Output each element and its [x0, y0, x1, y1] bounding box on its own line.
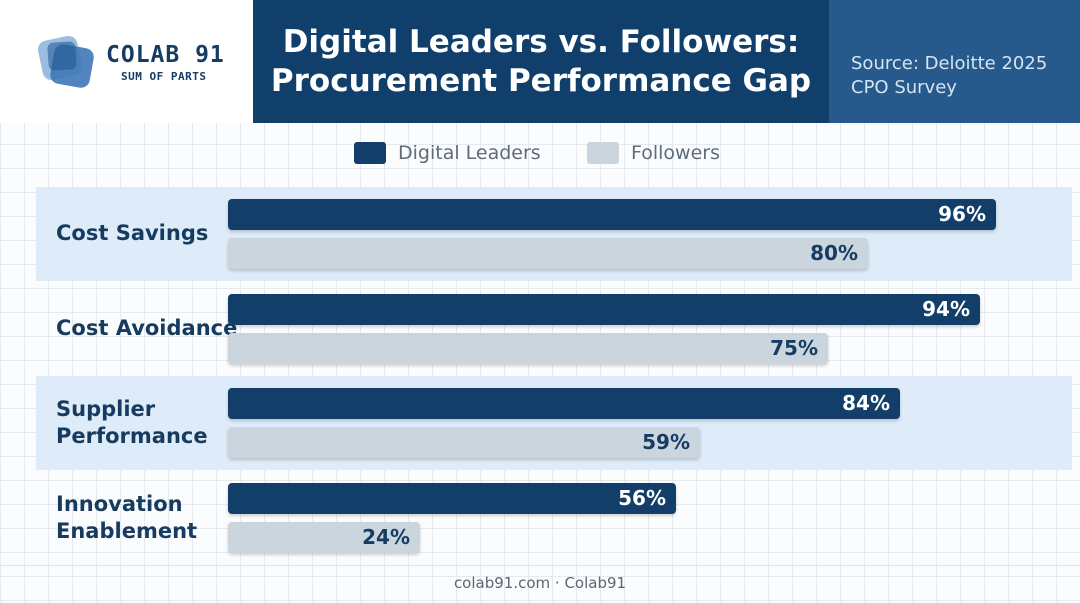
- data-label: 84%: [842, 391, 890, 415]
- category-label: Cost Avoidance: [56, 315, 238, 340]
- footer: colab91.com · Colab91: [453, 574, 627, 592]
- logo-tagline: SUM OF PARTS: [121, 70, 207, 83]
- bar-digital-leaders: [228, 482, 676, 514]
- legend-label-leaders: Digital Leaders: [398, 142, 541, 164]
- data-label: 56%: [618, 485, 666, 510]
- bar-digital-leaders: [228, 293, 980, 325]
- legend-swatch-leaders: [354, 142, 386, 164]
- source-panel: Source: Deloitte 2025 CPO Survey: [829, 0, 1080, 123]
- legend: Digital Leaders Followers: [0, 142, 1080, 168]
- title-panel: Digital Leaders vs. Followers: Procureme…: [253, 0, 829, 123]
- logo[interactable]: COLAB 91 SUM OF PARTS: [0, 0, 253, 123]
- bar-followers: [228, 238, 868, 269]
- category-label: Innovation Enablement: [56, 491, 198, 543]
- data-label: 75%: [770, 335, 818, 360]
- bar-followers: [228, 332, 828, 364]
- category-label: Cost Savings: [56, 221, 209, 245]
- source-note: Source: Deloitte 2025 CPO Survey: [851, 53, 1048, 98]
- data-label: 80%: [810, 241, 858, 265]
- legend-item-leaders: Digital Leaders: [354, 142, 541, 164]
- legend-label-followers: Followers: [631, 142, 720, 164]
- bar-digital-leaders: [228, 199, 996, 230]
- data-label: 24%: [362, 524, 410, 549]
- chart-title: Digital Leaders vs. Followers: Procureme…: [270, 23, 812, 99]
- bar-digital-leaders: [228, 388, 900, 419]
- logo-icon: [37, 35, 94, 88]
- category-label: Supplier Performance: [56, 397, 208, 448]
- footer-divider: [0, 565, 1080, 566]
- legend-item-followers: Followers: [587, 142, 720, 164]
- logo-name: COLAB 91: [106, 42, 225, 68]
- bar-followers: [228, 521, 420, 553]
- header: COLAB 91 SUM OF PARTS Digital Leaders vs…: [0, 0, 1080, 123]
- data-label: 94%: [922, 296, 970, 321]
- legend-swatch-followers: [587, 142, 619, 164]
- bar-followers: [228, 427, 700, 458]
- data-label: 59%: [642, 430, 690, 454]
- data-label: 96%: [938, 202, 986, 226]
